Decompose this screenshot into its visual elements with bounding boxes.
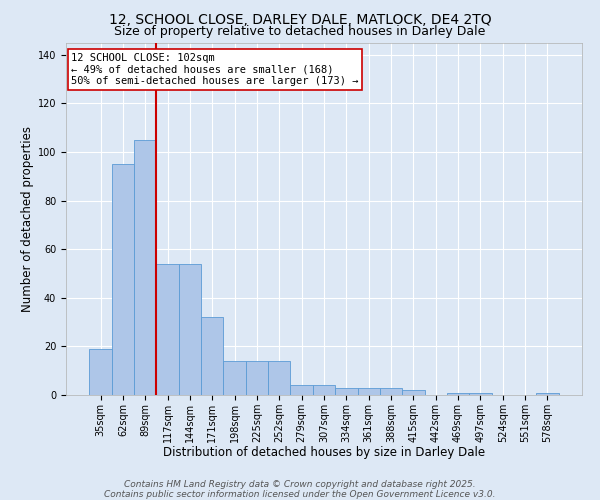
X-axis label: Distribution of detached houses by size in Darley Dale: Distribution of detached houses by size … [163,446,485,460]
Bar [536,392,559,395]
Bar [447,392,469,395]
Bar [246,361,268,395]
Text: Contains HM Land Registry data © Crown copyright and database right 2025.
Contai: Contains HM Land Registry data © Crown c… [104,480,496,499]
Bar [313,386,335,395]
Bar [268,361,290,395]
Bar [335,388,358,395]
Bar [179,264,201,395]
Bar [469,392,491,395]
Bar [112,164,134,395]
Bar [134,140,157,395]
Text: 12, SCHOOL CLOSE, DARLEY DALE, MATLOCK, DE4 2TQ: 12, SCHOOL CLOSE, DARLEY DALE, MATLOCK, … [109,12,491,26]
Text: Size of property relative to detached houses in Darley Dale: Size of property relative to detached ho… [115,25,485,38]
Bar [402,390,425,395]
Text: 12 SCHOOL CLOSE: 102sqm
← 49% of detached houses are smaller (168)
50% of semi-d: 12 SCHOOL CLOSE: 102sqm ← 49% of detache… [71,53,359,86]
Bar [89,349,112,395]
Bar [157,264,179,395]
Bar [380,388,402,395]
Bar [358,388,380,395]
Y-axis label: Number of detached properties: Number of detached properties [20,126,34,312]
Bar [290,386,313,395]
Bar [201,317,223,395]
Bar [223,361,246,395]
